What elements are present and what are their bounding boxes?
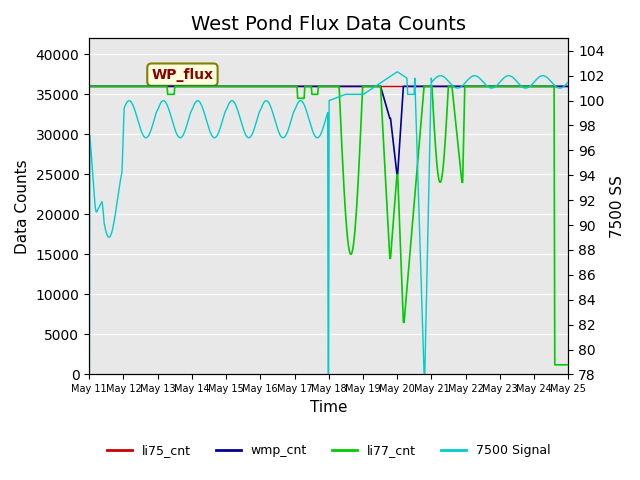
Text: WP_flux: WP_flux (152, 68, 214, 82)
X-axis label: Time: Time (310, 400, 348, 415)
Legend: li75_cnt, wmp_cnt, li77_cnt, 7500 Signal: li75_cnt, wmp_cnt, li77_cnt, 7500 Signal (102, 439, 556, 462)
Title: West Pond Flux Data Counts: West Pond Flux Data Counts (191, 15, 467, 34)
Y-axis label: 7500 SS: 7500 SS (610, 175, 625, 238)
Y-axis label: Data Counts: Data Counts (15, 159, 30, 253)
